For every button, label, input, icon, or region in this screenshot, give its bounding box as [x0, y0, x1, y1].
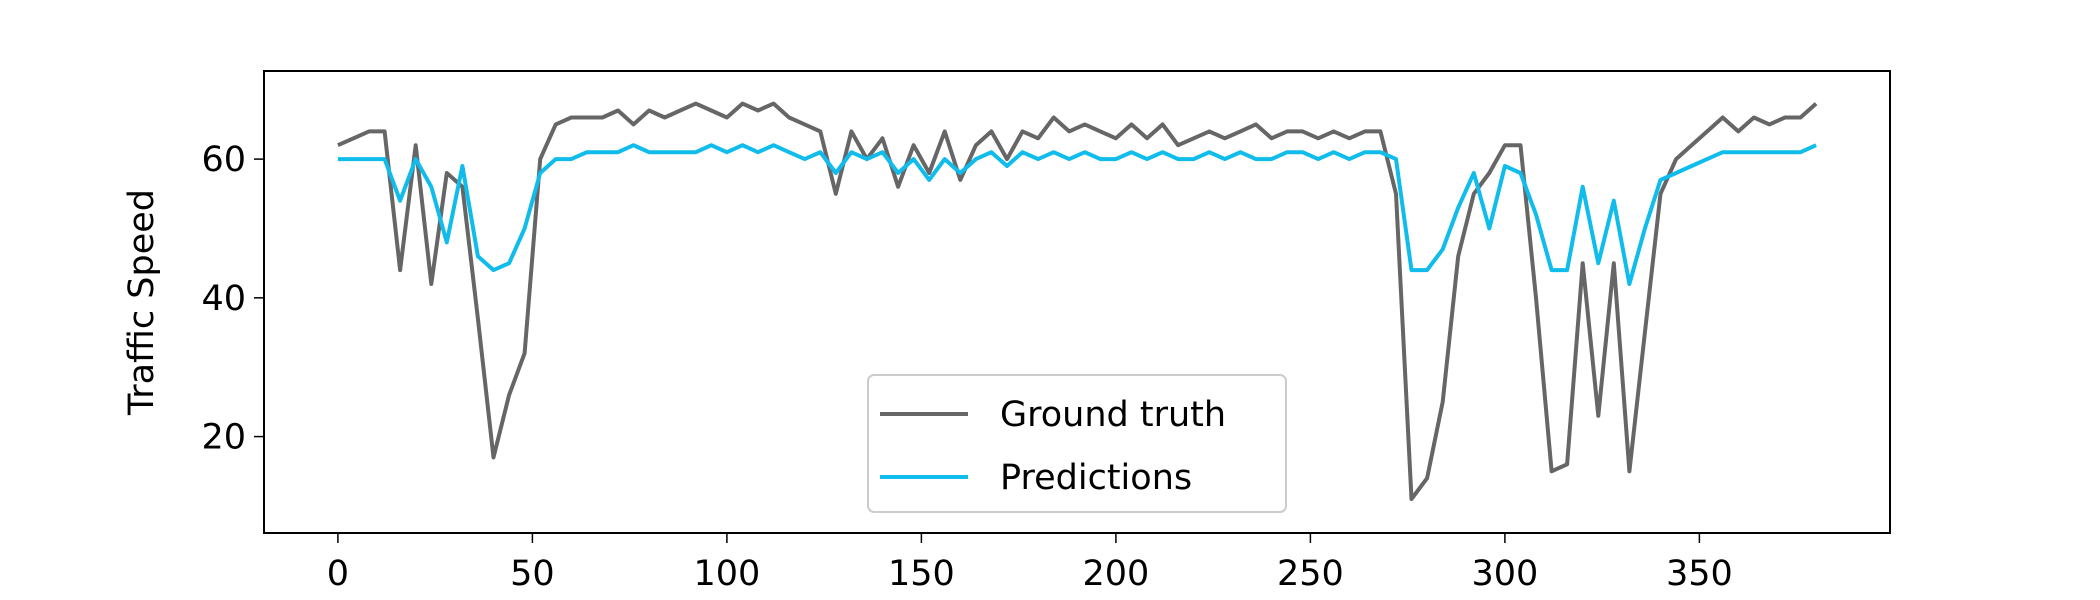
series-line — [337, 143, 1817, 286]
legend-box — [867, 374, 1287, 513]
x-tick-label: 0 — [327, 554, 349, 594]
x-tick-label: 300 — [1471, 554, 1538, 594]
series-line — [337, 101, 1818, 501]
legend-label: Ground truth — [1000, 395, 1226, 435]
x-tick-label: 200 — [1082, 554, 1149, 594]
x-tick-label: 150 — [888, 554, 955, 594]
y-tick-label: 60 — [201, 140, 246, 180]
legend-label: Predictions — [1000, 458, 1192, 498]
y-axis-label: Traffic Speed — [122, 189, 162, 416]
x-tick-label: 50 — [510, 554, 555, 594]
axes-frame — [263, 70, 1891, 534]
x-tick-label: 350 — [1666, 554, 1733, 594]
y-tick-label: 40 — [201, 279, 246, 319]
y-tick-label: 20 — [201, 418, 246, 458]
x-tick-label: 250 — [1277, 554, 1344, 594]
x-tick-label: 100 — [693, 554, 760, 594]
